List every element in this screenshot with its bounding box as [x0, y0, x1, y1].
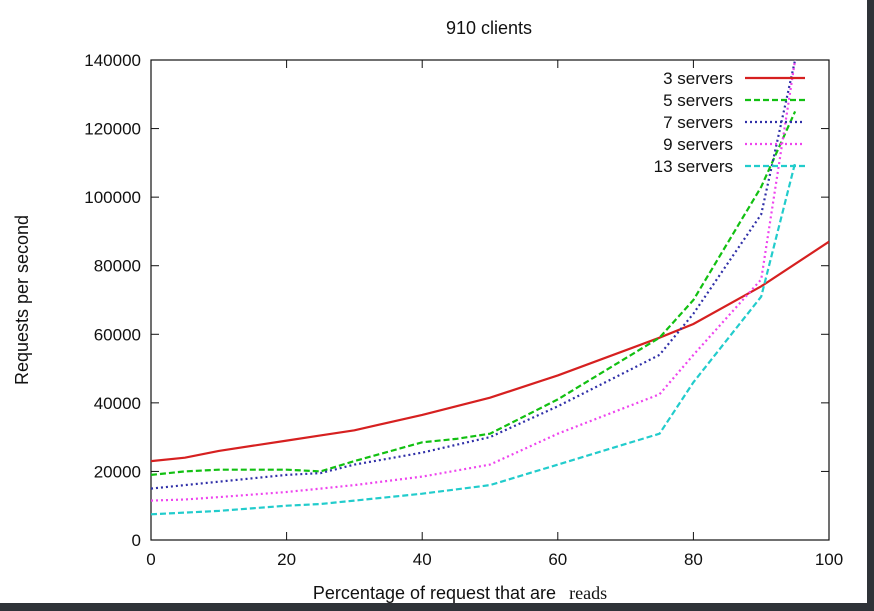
- y-tick-label: 80000: [94, 257, 141, 276]
- legend-label: 3 servers: [663, 69, 733, 88]
- legend-label: 13 servers: [654, 157, 733, 176]
- x-axis-label: Percentage of request that are reads: [313, 583, 607, 603]
- x-tick-label: 60: [548, 550, 567, 569]
- series-line-2: [151, 110, 797, 476]
- series-line-1: [151, 240, 829, 463]
- x-tick-label: 20: [277, 550, 296, 569]
- line-chart: 910 clients Requests per second Percenta…: [12, 18, 843, 603]
- y-tick-label: 0: [132, 531, 141, 550]
- y-axis-label: Requests per second: [12, 215, 32, 385]
- x-tick-label: 100: [815, 550, 843, 569]
- y-tick-label: 120000: [84, 120, 141, 139]
- y-tick-label: 100000: [84, 188, 141, 207]
- legend-label: 9 servers: [663, 135, 733, 154]
- x-tick-label: 80: [684, 550, 703, 569]
- legend-label: 7 servers: [663, 113, 733, 132]
- x-axis-label-main: Percentage of request that are: [313, 583, 556, 603]
- x-axis-label-suffix: reads: [569, 583, 607, 603]
- legend-label: 5 servers: [663, 91, 733, 110]
- chart-title: 910 clients: [446, 18, 532, 38]
- x-tick-label: 40: [413, 550, 432, 569]
- chart-panel: 910 clients Requests per second Percenta…: [0, 0, 867, 603]
- series-line-3: [151, 60, 797, 490]
- y-tick-label: 60000: [94, 325, 141, 344]
- plot-frame: [150, 59, 830, 541]
- y-tick-label: 20000: [94, 462, 141, 481]
- x-tick-label: 0: [146, 550, 155, 569]
- series-line-4: [151, 60, 797, 502]
- y-tick-label: 40000: [94, 394, 141, 413]
- y-tick-label: 140000: [84, 51, 141, 70]
- series-line-5: [151, 162, 797, 516]
- plot-area: 0 20000 40000 60000 80000 100000 120000 140000 0…: [84, 51, 843, 569]
